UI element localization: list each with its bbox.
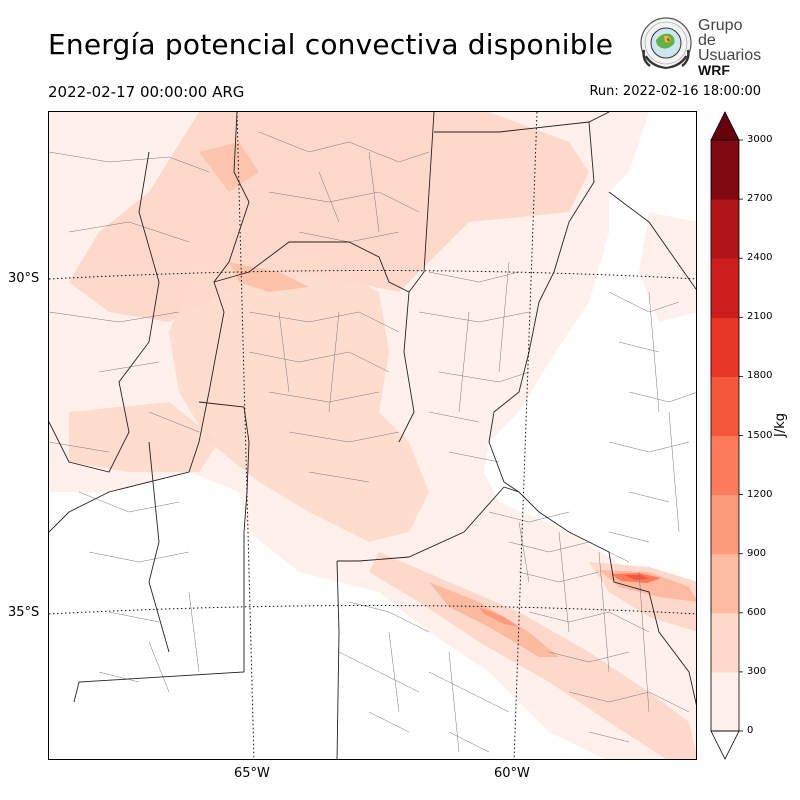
- parallel-30s: [49, 270, 696, 280]
- colorbar: [710, 111, 743, 760]
- meridian-60w: [513, 112, 538, 759]
- colorbar-bin-0-300: [711, 671, 739, 732]
- parallel-35s: [49, 605, 696, 615]
- colorbar-bin-2100-2400: [711, 258, 739, 318]
- colorbar-bin-900-1200: [711, 494, 739, 555]
- valid-time: 2022-02-17 00:00:00 ARG: [48, 83, 245, 101]
- colorbar-unit: J/kg: [773, 413, 788, 437]
- meridian-65w: [236, 112, 255, 759]
- lon-label-60w: 60°W: [494, 766, 530, 781]
- colorbar-tick-label: 1200: [747, 488, 773, 500]
- cape-map: [48, 111, 697, 760]
- lon-label-65w: 65°W: [234, 766, 270, 781]
- colorbar-bin-1200-1500: [711, 435, 739, 496]
- run-time: Run: 2022-02-16 18:00:00: [589, 84, 761, 99]
- wrf-group-logo: Grupo de Usuarios WRF: [638, 16, 762, 78]
- colorbar-bin-1800-2100: [711, 317, 739, 377]
- colorbar-tick-label: 300: [747, 665, 767, 677]
- colorbar-bin-2400-2700: [711, 199, 739, 259]
- colorbar-under-extension: [710, 730, 740, 760]
- colorbar-tick-label: 1500: [747, 429, 773, 441]
- colorbar-bin-600-900: [711, 553, 739, 614]
- logo-line-3: WRF: [698, 62, 730, 78]
- colorbar-tick-label: 0: [747, 725, 754, 736]
- colorbar-bin-300-600: [711, 612, 739, 673]
- colorbar-tick-label: 600: [747, 606, 767, 618]
- colorbar-bin-1500-1800: [711, 376, 739, 436]
- cape-map-canvas: [49, 112, 696, 759]
- logo-line-2: Usuarios: [698, 47, 762, 64]
- colorbar-tick-label: 2700: [747, 193, 773, 205]
- colorbar-tick-label: 1800: [747, 370, 773, 382]
- lat-label-35s: 35°S: [8, 605, 40, 620]
- colorbar-tick-label: 2400: [747, 252, 773, 264]
- lat-label-30s: 30°S: [8, 271, 40, 286]
- map-title: Energía potencial convectiva disponible: [48, 28, 614, 61]
- colorbar-bin-2700-3000: [711, 140, 739, 200]
- globe-emblem-icon: [640, 17, 692, 70]
- colorbar-over-extension: [710, 111, 740, 141]
- colorbar-tick-label: 3000: [747, 134, 773, 145]
- cape-shading-900-1500: [479, 573, 661, 627]
- colorbar-tick-label: 900: [747, 547, 767, 559]
- colorbar-tick-label: 2100: [747, 311, 773, 323]
- logo-line-1: Grupo de: [698, 17, 743, 49]
- graticule: [49, 112, 696, 759]
